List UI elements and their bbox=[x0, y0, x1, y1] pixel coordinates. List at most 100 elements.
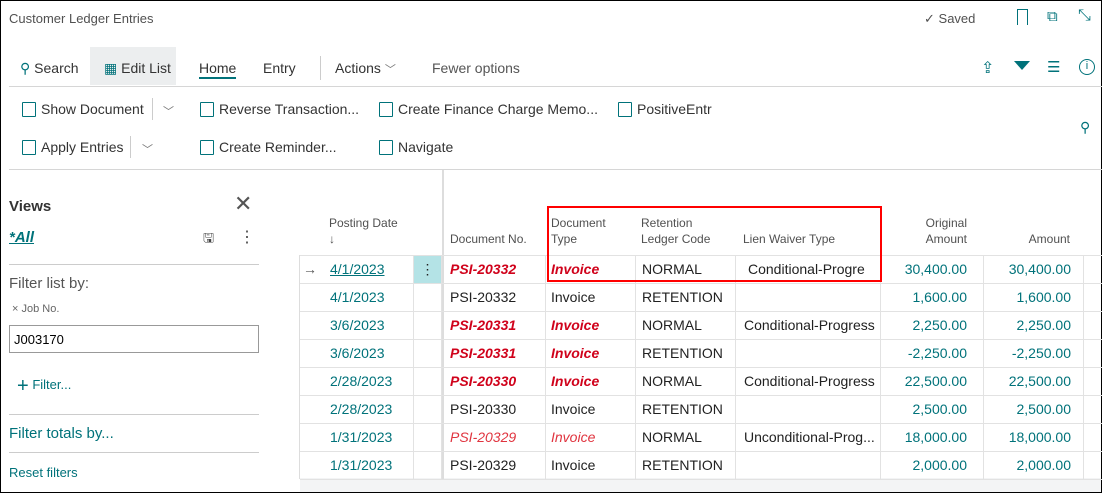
navigate-icon bbox=[379, 139, 393, 155]
finance-charge-label: Create Finance Charge Memo... bbox=[398, 101, 598, 117]
col-document-no[interactable]: Document No. bbox=[450, 232, 527, 246]
save-view-icon[interactable]: 🖫 bbox=[203, 230, 215, 245]
retention-code: NORMAL bbox=[642, 373, 702, 389]
document-no[interactable]: PSI-20331 bbox=[450, 345, 517, 361]
fewer-options-button[interactable]: Fewer options bbox=[432, 60, 520, 76]
create-finance-charge-button[interactable]: Create Finance Charge Memo... bbox=[379, 101, 598, 117]
edit-list-icon: ▦ bbox=[104, 60, 118, 76]
positive-entry-button[interactable]: PositiveEntr bbox=[618, 101, 712, 117]
views-title: Views bbox=[9, 198, 52, 215]
check-icon: ✓ bbox=[924, 11, 935, 26]
col-document-type[interactable]: Document Type bbox=[551, 215, 606, 247]
add-filter-button[interactable]: + Filter... bbox=[17, 375, 71, 398]
close-icon[interactable]: ✕ bbox=[234, 191, 253, 216]
more-options-icon[interactable]: ⋮ bbox=[239, 229, 255, 246]
document-no[interactable]: PSI-20332 bbox=[450, 261, 517, 277]
original-amount[interactable]: 22,500.00 bbox=[904, 373, 967, 389]
view-all[interactable]: *All bbox=[9, 229, 35, 246]
lien-waiver-type: Conditional-Progre bbox=[748, 261, 865, 277]
posting-date[interactable]: 1/31/2023 bbox=[330, 429, 393, 445]
list-icon[interactable]: ☰ bbox=[1047, 59, 1061, 76]
collapse-icon[interactable]: ⤡ bbox=[1078, 7, 1091, 24]
original-amount[interactable]: 2,250.00 bbox=[912, 317, 968, 333]
remove-filter-icon[interactable]: × bbox=[12, 303, 19, 315]
header-label: Type bbox=[551, 232, 578, 246]
reverse-transaction-button[interactable]: Reverse Transaction... bbox=[200, 101, 359, 117]
amount[interactable]: 30,400.00 bbox=[1008, 261, 1071, 277]
amount[interactable]: 2,250.00 bbox=[1016, 317, 1072, 333]
filter-list-label: Filter list by: bbox=[9, 275, 90, 292]
tab-actions[interactable]: Actions ﹀ bbox=[335, 60, 396, 77]
original-amount[interactable]: 2,000.00 bbox=[912, 457, 968, 473]
document-type: Invoice bbox=[551, 345, 600, 361]
header-label: Document bbox=[551, 216, 606, 230]
divider bbox=[320, 56, 321, 80]
reset-filters-link[interactable]: Reset filters bbox=[9, 465, 78, 480]
posting-date[interactable]: 3/6/2023 bbox=[330, 345, 385, 361]
posting-date[interactable]: 3/6/2023 bbox=[330, 317, 385, 333]
divider bbox=[152, 98, 153, 120]
original-amount[interactable]: 1,600.00 bbox=[912, 289, 968, 305]
edit-list-button[interactable]: ▦ Edit List bbox=[104, 60, 171, 77]
amount[interactable]: 1,600.00 bbox=[1016, 289, 1072, 305]
freeze-divider bbox=[442, 170, 444, 479]
search-label: Search bbox=[34, 60, 79, 76]
posting-date[interactable]: 2/28/2023 bbox=[330, 373, 393, 389]
document-no[interactable]: PSI-20330 bbox=[450, 373, 517, 389]
divider bbox=[9, 264, 259, 265]
show-document-dropdown[interactable]: ﹀ bbox=[163, 106, 174, 118]
create-reminder-button[interactable]: Create Reminder... bbox=[200, 139, 337, 155]
job-no-filter-input[interactable] bbox=[9, 325, 259, 353]
show-document-button[interactable]: Show Document bbox=[22, 101, 144, 117]
document-no[interactable]: PSI-20329 bbox=[450, 457, 517, 473]
unpin-icon[interactable]: ⚲ bbox=[1080, 119, 1091, 135]
original-amount[interactable]: -2,250.00 bbox=[907, 345, 967, 361]
header-label: Retention bbox=[641, 216, 693, 230]
row-actions-button[interactable]: ⋮ bbox=[414, 256, 441, 283]
filter-totals-link[interactable]: Filter totals by... bbox=[9, 425, 114, 442]
search-button[interactable]: ⚲ Search bbox=[20, 60, 79, 77]
filter-field[interactable]: × Job No. bbox=[12, 303, 59, 315]
amount[interactable]: 18,000.00 bbox=[1008, 429, 1071, 445]
amount[interactable]: -2,250.00 bbox=[1011, 345, 1071, 361]
apply-icon bbox=[22, 139, 36, 155]
current-row-arrow-icon: → bbox=[303, 261, 317, 277]
saved-label: Saved bbox=[938, 11, 976, 26]
apply-entries-dropdown[interactable]: ﹀ bbox=[142, 144, 153, 156]
filter-icon[interactable] bbox=[1014, 61, 1030, 70]
tab-entry[interactable]: Entry bbox=[263, 60, 296, 76]
document-no[interactable]: PSI-20330 bbox=[450, 401, 517, 417]
original-amount[interactable]: 2,500.00 bbox=[912, 401, 968, 417]
lien-waiver-type: Conditional-Progress bbox=[744, 373, 875, 389]
posting-date[interactable]: 4/1/2023 bbox=[330, 289, 385, 305]
bookmark-icon[interactable] bbox=[1017, 9, 1028, 25]
positive-label: PositiveEntr bbox=[637, 101, 712, 117]
document-type: Invoice bbox=[551, 289, 596, 305]
share-icon[interactable]: ⇪ bbox=[981, 60, 995, 77]
posting-date[interactable]: 4/1/2023 bbox=[330, 261, 385, 277]
tab-home[interactable]: Home bbox=[199, 60, 237, 79]
amount[interactable]: 2,500.00 bbox=[1016, 401, 1072, 417]
col-amount[interactable]: Amount bbox=[1028, 232, 1070, 246]
info-icon[interactable]: i bbox=[1079, 59, 1095, 75]
document-no[interactable]: PSI-20329 bbox=[450, 429, 517, 445]
original-amount[interactable]: 30,400.00 bbox=[904, 261, 967, 277]
document-no[interactable]: PSI-20331 bbox=[450, 317, 517, 333]
row-divider bbox=[300, 395, 1102, 396]
col-posting-date[interactable]: Posting Date ↓ bbox=[329, 215, 398, 247]
navigate-button[interactable]: Navigate bbox=[379, 139, 453, 155]
original-amount[interactable]: 18,000.00 bbox=[904, 429, 967, 445]
apply-entries-button[interactable]: Apply Entries bbox=[22, 139, 123, 155]
col-lien-waiver[interactable]: Lien Waiver Type bbox=[743, 232, 836, 246]
document-icon bbox=[22, 101, 36, 117]
open-new-window-icon[interactable]: ⧉ bbox=[1047, 8, 1058, 25]
document-type: Invoice bbox=[551, 401, 596, 417]
posting-date[interactable]: 1/31/2023 bbox=[330, 457, 393, 473]
document-no[interactable]: PSI-20332 bbox=[450, 289, 517, 305]
amount[interactable]: 22,500.00 bbox=[1008, 373, 1071, 389]
col-original-amount[interactable]: Original Amount bbox=[880, 215, 967, 247]
amount[interactable]: 2,000.00 bbox=[1016, 457, 1072, 473]
posting-date[interactable]: 2/28/2023 bbox=[330, 401, 393, 417]
highlight-box bbox=[547, 206, 882, 282]
col-retention-code[interactable]: Retention Ledger Code bbox=[641, 215, 710, 247]
